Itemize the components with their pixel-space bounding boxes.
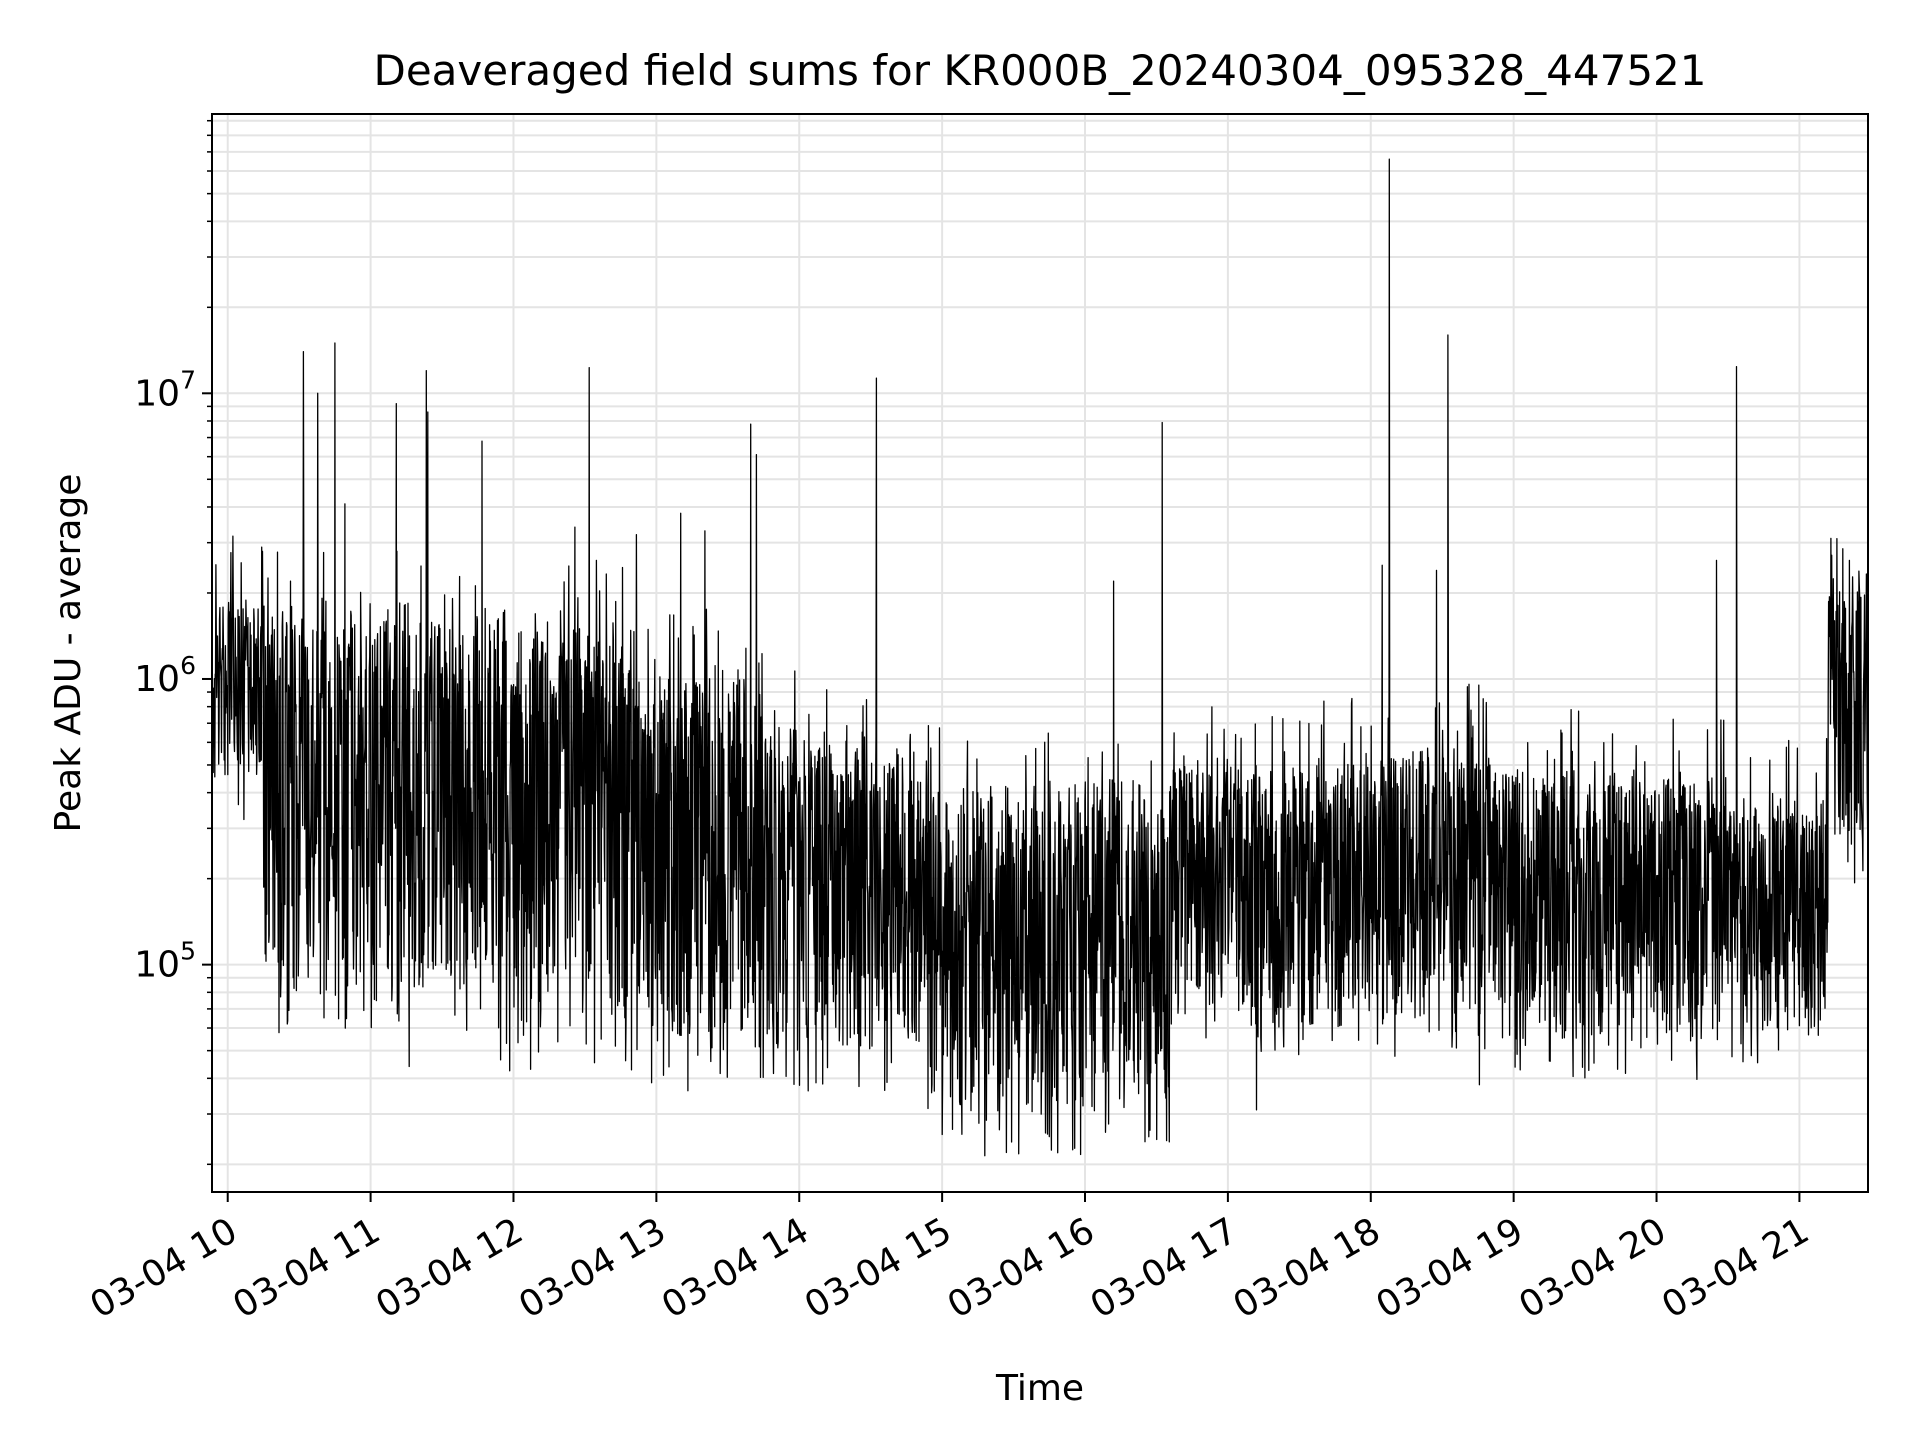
y-tick-label: 107 [134,365,196,414]
series-line [211,158,1869,1157]
chart-title: Deaveraged field sums for KR000B_2024030… [374,46,1707,95]
x-axis-label: Time [995,1368,1084,1409]
plot-frame [211,113,1869,1193]
y-tick-label: 105 [134,937,196,986]
y-axis: 105 106 107 [134,119,212,1166]
y-axis-label: Peak ADU - average [48,474,89,833]
data-line [211,158,1869,1157]
y-tick-label: 106 [134,651,196,700]
